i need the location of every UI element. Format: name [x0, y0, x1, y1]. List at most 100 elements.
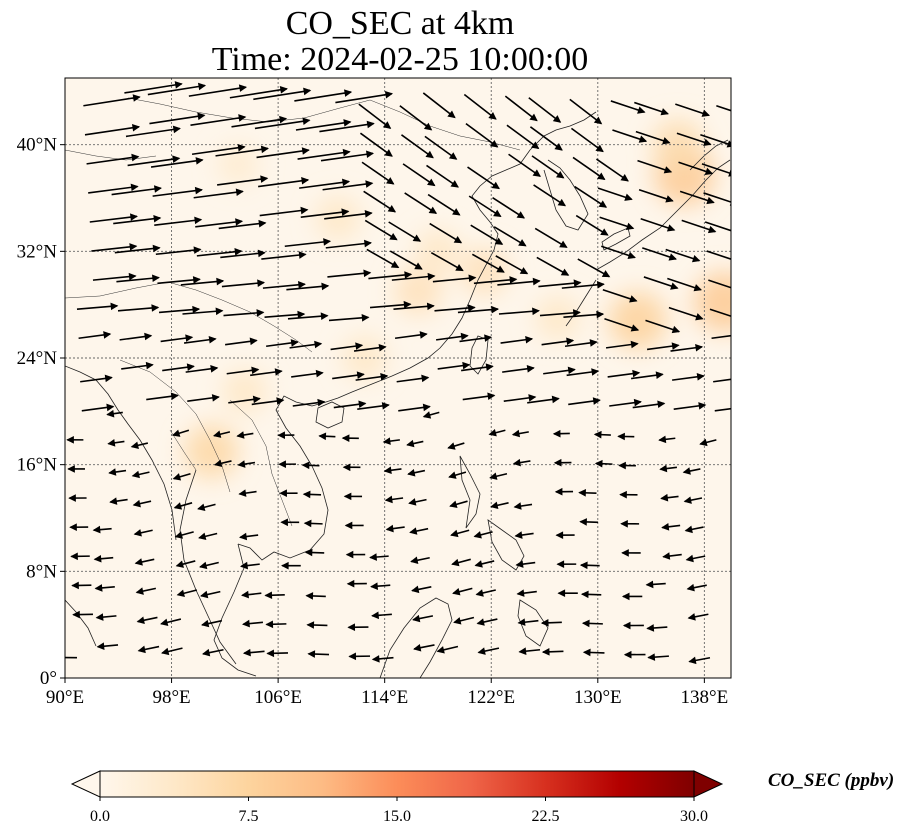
wind-vector [572, 156, 606, 180]
wind-vector [180, 277, 225, 286]
wind-vector [688, 656, 711, 665]
wind-vector [605, 340, 639, 349]
wind-vector [264, 310, 306, 319]
wind-vector [557, 589, 578, 598]
wind-vector [404, 192, 438, 214]
wind-vector [119, 332, 153, 341]
wind-vector [226, 366, 260, 375]
wind-vector [116, 274, 160, 283]
wind-vector [579, 518, 599, 526]
wind-vector [359, 132, 393, 157]
wind-vector [150, 157, 204, 168]
wind-vector [437, 361, 471, 370]
wind-vector [301, 461, 320, 470]
wind-vector [581, 619, 603, 628]
wind-vector [183, 335, 217, 344]
wind-vector [191, 143, 246, 156]
wind-vector [412, 614, 434, 623]
wind-vector [261, 251, 307, 260]
wind-vector [497, 277, 541, 286]
co-plume-7 [184, 424, 239, 479]
lat-tick-label-0: 0° [40, 668, 57, 689]
wind-vector [291, 369, 324, 378]
wind-vector [468, 195, 502, 218]
wind-vector [68, 494, 87, 502]
wind-vector [137, 645, 160, 654]
wind-vector [407, 469, 426, 477]
wind-vector [332, 371, 365, 380]
wind-vector [160, 334, 194, 343]
wind-vector [160, 618, 182, 627]
wind-vector [564, 339, 598, 348]
wind-vector [265, 620, 287, 629]
wind-vector [78, 331, 112, 340]
wind-vector [212, 430, 231, 438]
wind-vector [258, 177, 310, 188]
wind-vector [474, 560, 495, 568]
wind-vector [427, 193, 461, 216]
wind-vector [396, 374, 430, 383]
wind-vector [534, 227, 568, 248]
wind-vector [463, 93, 497, 120]
co-plume-5 [315, 195, 361, 241]
wind-vector [385, 524, 405, 533]
wind-vector [72, 610, 93, 619]
wind-vector [646, 624, 668, 632]
wind-vector [383, 466, 402, 475]
wind-vector [489, 472, 508, 480]
wind-vector [577, 258, 611, 278]
lon-tick-label-6: 138°E [681, 687, 729, 708]
wind-vector [477, 647, 500, 655]
wind-vector [266, 649, 288, 658]
wind-vector [569, 98, 603, 125]
wind-vector [451, 558, 471, 567]
wind-vector [302, 490, 322, 499]
wind-vector [136, 616, 158, 624]
wind-vector [65, 656, 77, 659]
wind-vector [322, 180, 374, 191]
wind-vector [450, 529, 470, 538]
colorbar-extend-max [693, 770, 724, 798]
wind-vector [658, 435, 676, 444]
wind-vector [348, 652, 371, 661]
wind-vector [465, 122, 499, 148]
wind-vector [566, 368, 600, 377]
map-title-line1: CO_SEC at 4km [285, 5, 515, 42]
wind-vector [109, 497, 128, 505]
wind-vector [345, 550, 366, 559]
wind-vector [555, 531, 575, 539]
wind-vector-field [65, 81, 731, 665]
wind-vector [617, 432, 635, 441]
colorbar-tick-label-0: 0.0 [90, 808, 110, 825]
wind-vector [228, 395, 261, 404]
wind-vector [195, 218, 244, 228]
wind-vector [621, 549, 641, 557]
wind-vector [300, 208, 350, 218]
wind-vector [706, 250, 731, 260]
wind-vector [533, 184, 567, 207]
wind-vector [71, 581, 92, 590]
wind-vector [89, 213, 138, 223]
wind-vector [371, 655, 394, 663]
wind-vector [155, 246, 202, 256]
wind-vector [642, 247, 677, 261]
wind-vector [430, 251, 464, 272]
wind-vector [714, 407, 731, 412]
wind-vector [152, 186, 203, 197]
wind-vector [517, 618, 539, 626]
wind-vector [429, 222, 463, 244]
wind-vector [76, 302, 119, 311]
wind-vector [369, 553, 389, 561]
wind-vector [176, 589, 198, 597]
wind-vector [684, 525, 704, 534]
wind-vector [623, 650, 646, 659]
lon-axis: 90°E 98°E 106°E 114°E 122°E 130°E 138°E [46, 678, 728, 708]
wind-vector [406, 439, 424, 448]
wind-vector [498, 307, 540, 316]
colorbar-label: CO_SEC (ppbv) [768, 770, 895, 791]
wind-vector [434, 304, 476, 312]
lon-tick-label-4: 122°E [467, 687, 515, 708]
co-plume-11 [535, 295, 581, 341]
wind-vector [86, 153, 140, 165]
lat-tick-label-5: 40°N [17, 135, 58, 156]
